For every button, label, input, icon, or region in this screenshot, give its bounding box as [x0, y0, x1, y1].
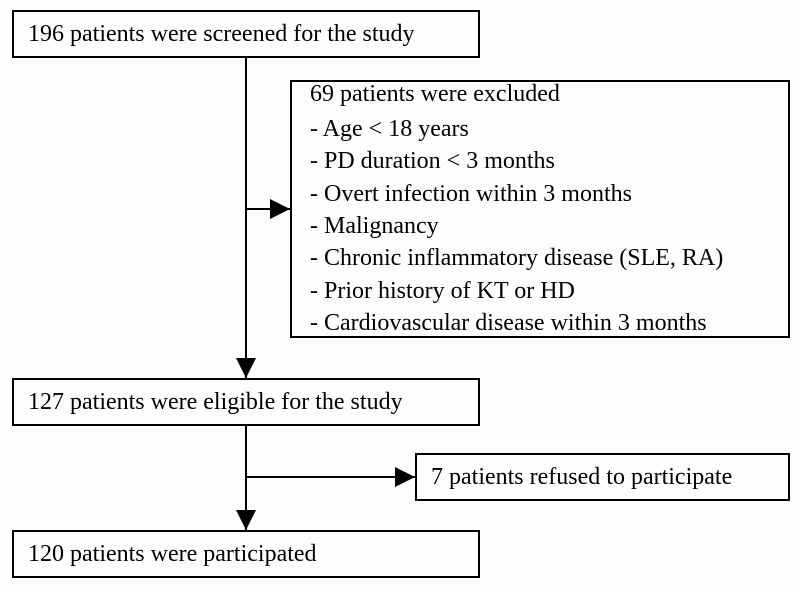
node-refused-text: 7 patients refused to participate — [431, 461, 732, 493]
node-eligible-text: 127 patients were eligible for the study — [28, 386, 403, 418]
node-participated: 120 patients were participated — [12, 530, 480, 578]
exclusion-item: Prior history of KT or HD — [310, 275, 723, 307]
node-excluded-content: 69 patients were excluded Age < 18 years… — [310, 78, 723, 339]
exclusion-item: PD duration < 3 months — [310, 145, 723, 177]
node-screened: 196 patients were screened for the study — [12, 10, 480, 58]
exclusion-item: Age < 18 years — [310, 113, 723, 145]
node-excluded-heading: 69 patients were excluded — [310, 78, 723, 110]
node-eligible: 127 patients were eligible for the study — [12, 378, 480, 426]
node-screened-text: 196 patients were screened for the study — [28, 18, 415, 50]
flowchart-canvas: 196 patients were screened for the study… — [0, 0, 800, 592]
exclusion-item: Malignancy — [310, 210, 723, 242]
exclusion-item: Overt infection within 3 months — [310, 178, 723, 210]
node-participated-text: 120 patients were participated — [28, 538, 317, 570]
node-excluded-list: Age < 18 yearsPD duration < 3 monthsOver… — [310, 113, 723, 340]
node-excluded: 69 patients were excluded Age < 18 years… — [290, 80, 790, 338]
exclusion-item: Chronic inflammatory disease (SLE, RA) — [310, 242, 723, 274]
exclusion-item: Cardiovascular disease within 3 months — [310, 307, 723, 339]
node-refused: 7 patients refused to participate — [415, 453, 790, 501]
